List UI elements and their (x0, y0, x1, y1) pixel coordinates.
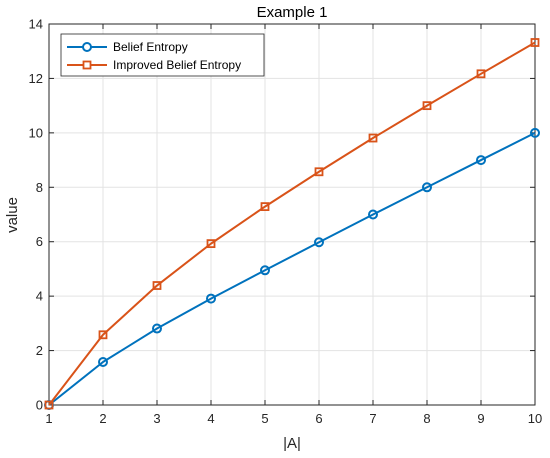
data-point-belief-entropy (98, 357, 108, 368)
data-point-belief-entropy (206, 293, 216, 304)
x-tick-label: 8 (423, 411, 430, 426)
legend-item-belief-entropy: Belief Entropy (67, 40, 188, 54)
y-tick-label: 8 (36, 180, 43, 195)
y-tick-label: 6 (36, 234, 43, 249)
data-point-belief-entropy (422, 182, 432, 193)
data-point-belief-entropy (368, 209, 378, 220)
legend-box (60, 33, 265, 77)
data-point-belief-entropy (530, 127, 540, 138)
data-point-improved-belief-entropy (422, 101, 432, 111)
x-tick-label: 2 (99, 411, 106, 426)
legend-marker-belief-entropy (82, 42, 92, 52)
x-tick-label: 7 (369, 411, 376, 426)
x-axis-ticks: 1 2 3 4 5 6 7 8 9 10 (45, 24, 542, 426)
y-tick-label: 2 (36, 343, 43, 358)
legend-marker-improved-belief-entropy (82, 60, 92, 70)
y-tick-label: 4 (36, 289, 43, 304)
data-point-improved-belief-entropy (44, 400, 54, 410)
legend-label-belief-entropy: Belief Entropy (113, 40, 188, 54)
series (44, 38, 540, 410)
grid (49, 24, 535, 405)
y-tick-label: 10 (29, 125, 43, 140)
x-tick-label: 6 (315, 411, 322, 426)
y-tick-label: 14 (29, 17, 43, 32)
data-point-improved-belief-entropy (260, 202, 270, 212)
data-point-belief-entropy (152, 323, 162, 334)
chart-title: Example 1 (257, 4, 328, 21)
legend-label-improved-belief-entropy: Improved Belief Entropy (113, 58, 241, 72)
plot-frame (48, 23, 536, 406)
data-point-improved-belief-entropy (368, 133, 378, 143)
x-tick-label: 9 (477, 411, 484, 426)
x-tick-label: 5 (261, 411, 268, 426)
x-tick-label: 4 (207, 411, 214, 426)
data-point-belief-entropy (314, 237, 324, 248)
series-line-improved-belief-entropy (48, 41, 536, 406)
data-point-improved-belief-entropy (530, 38, 540, 47)
x-tick-label: 10 (528, 411, 542, 426)
x-tick-label: 3 (153, 411, 160, 426)
y-tick-label: 12 (29, 71, 43, 86)
data-point-improved-belief-entropy (206, 239, 216, 249)
y-tick-label: 0 (36, 398, 43, 413)
series-line-belief-entropy (48, 131, 536, 406)
data-point-belief-entropy (260, 265, 270, 276)
data-point-belief-entropy (476, 155, 486, 166)
data-point-improved-belief-entropy (152, 281, 162, 290)
data-point-improved-belief-entropy (98, 330, 108, 340)
legend-item-improved-belief-entropy: Improved Belief Entropy (67, 58, 241, 72)
data-point-improved-belief-entropy (476, 69, 486, 79)
data-point-improved-belief-entropy (314, 167, 324, 177)
y-axis-ticks: 0 2 4 6 8 10 12 14 (29, 17, 535, 413)
x-axis-label: |A| (283, 435, 301, 452)
x-tick-label: 1 (45, 411, 52, 426)
y-axis-label: value (4, 197, 21, 233)
legend: Belief Entropy Improved Belief Entropy (60, 33, 265, 77)
